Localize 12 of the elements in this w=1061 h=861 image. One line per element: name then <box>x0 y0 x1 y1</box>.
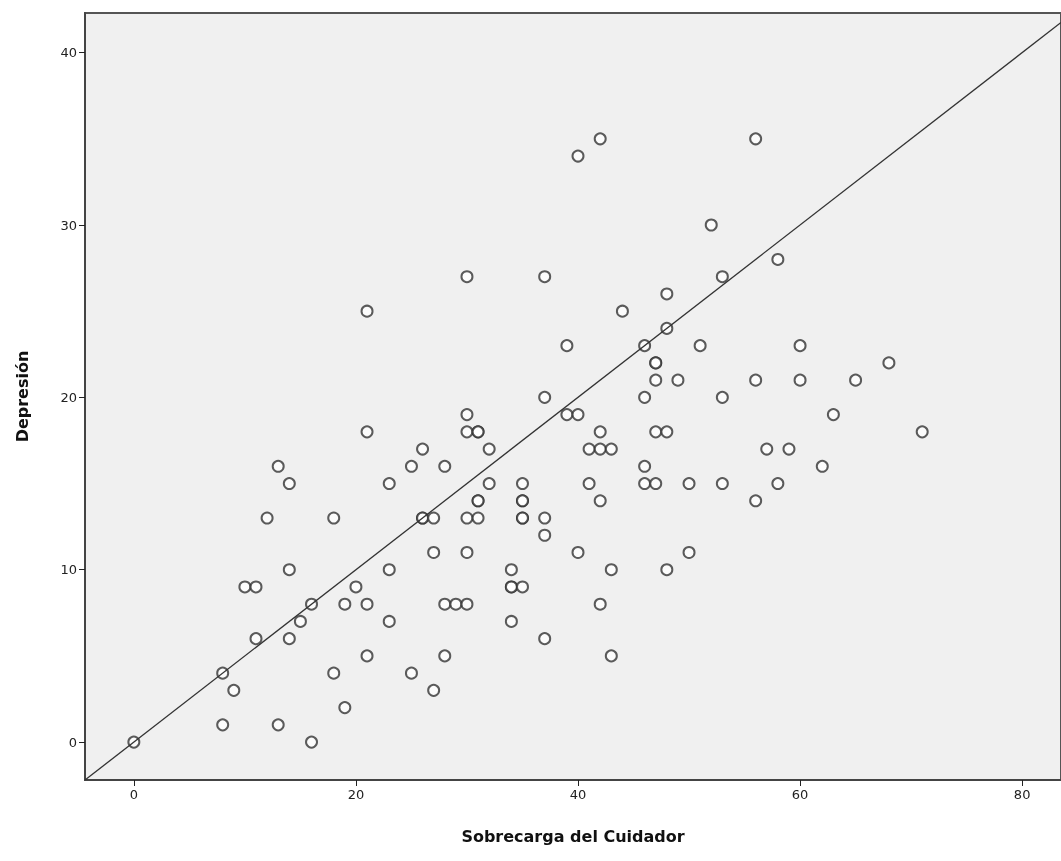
x-tick-label: 20 <box>347 787 365 802</box>
x-tick-label: 60 <box>791 787 809 802</box>
x-tick-label: 0 <box>129 787 138 802</box>
y-tick-label: 0 <box>68 734 77 750</box>
y-axis-title: Depresión <box>12 350 32 443</box>
y-tick-label: 40 <box>60 45 77 61</box>
x-axis-title: Sobrecarga del Cuidador <box>461 826 685 846</box>
x-tick-label: 40 <box>569 787 587 802</box>
y-tick-label: 20 <box>60 389 77 405</box>
y-tick-label: 30 <box>60 217 77 233</box>
y-tick-label: 10 <box>60 562 77 578</box>
x-tick-label: 80 <box>1013 787 1031 802</box>
